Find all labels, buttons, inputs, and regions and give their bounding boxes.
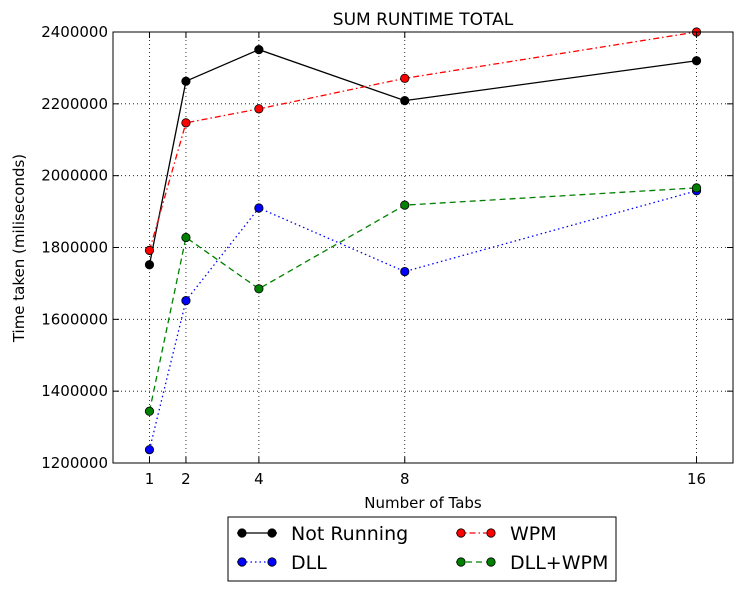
- data-point-not-running: [691, 56, 702, 66]
- data-point-wpm: [400, 73, 410, 83]
- data-point-dll: [181, 296, 191, 306]
- legend-label-dll: DLL: [291, 552, 327, 574]
- legend-marker-wpm: [456, 528, 466, 538]
- x-tick-label: 4: [254, 470, 264, 488]
- y-tick-label: 1600000: [41, 310, 108, 328]
- legend-marker-dll: [237, 557, 247, 567]
- data-point-not-running: [181, 76, 191, 86]
- y-tick-label: 2000000: [41, 167, 108, 185]
- chart-title: SUM RUNTIME TOTAL: [333, 10, 514, 30]
- data-point-dll: [144, 445, 155, 455]
- legend-marker-dll-wpm: [486, 557, 496, 567]
- legend-label-dll-wpm: DLL+WPM: [510, 552, 608, 574]
- data-point-not-running: [144, 260, 155, 270]
- x-tick-label: 16: [687, 470, 706, 488]
- y-tick-label: 2400000: [41, 23, 108, 41]
- data-point-not-running: [254, 44, 264, 55]
- series-wpm: [144, 27, 702, 255]
- series-not-running: [144, 44, 702, 270]
- legend-marker-dll: [267, 557, 277, 567]
- legend-item-not-running: Not Running: [237, 523, 408, 545]
- axis-ticks: 1 2 4 8 16 1200000 1400000 1600000 1800000 200000…: [41, 23, 733, 488]
- legend-marker-wpm: [486, 528, 496, 538]
- y-tick-label: 1200000: [41, 454, 108, 472]
- grid-lines: [113, 31, 733, 464]
- data-point-dll: [254, 203, 264, 213]
- x-tick-label: 8: [400, 470, 410, 488]
- x-axis-label: Number of Tabs: [364, 494, 482, 512]
- data-point-dll-wpm: [181, 232, 191, 243]
- legend-box: [227, 516, 617, 582]
- y-tick-label: 2200000: [41, 95, 108, 113]
- series-dll-wpm: [144, 183, 702, 416]
- y-tick-label: 1400000: [41, 382, 108, 400]
- legend-label-not-running: Not Running: [291, 523, 408, 545]
- legend-item-wpm: WPM: [456, 523, 557, 545]
- series-line-dll: [148, 190, 697, 450]
- series-line-wpm: [148, 31, 697, 251]
- data-point-wpm: [144, 245, 155, 255]
- y-tick-label: 1800000: [41, 239, 108, 257]
- legend-label-wpm: WPM: [510, 523, 557, 545]
- series-line-not-running: [148, 48, 697, 265]
- legend: Not Running WPM DLL DLL+WPM: [227, 516, 617, 582]
- series-layer: [144, 27, 702, 455]
- data-point-not-running: [400, 96, 410, 106]
- legend-item-dll-wpm: DLL+WPM: [456, 552, 608, 574]
- data-point-dll: [400, 266, 410, 277]
- data-point-dll-wpm: [400, 200, 410, 210]
- legend-marker-not-running: [267, 528, 277, 538]
- y-axis-label: Time taken (miliseconds): [10, 154, 28, 343]
- data-point-wpm: [181, 118, 191, 128]
- legend-item-dll: DLL: [237, 552, 327, 574]
- x-tick-label: 2: [181, 470, 191, 488]
- data-point-dll-wpm: [144, 406, 155, 416]
- legend-marker-dll-wpm: [456, 557, 466, 567]
- series-dll: [144, 186, 702, 455]
- x-tick-label: 1: [145, 470, 155, 488]
- data-point-dll-wpm: [254, 284, 264, 294]
- legend-marker-not-running: [237, 528, 247, 538]
- series-line-dll-wpm: [148, 187, 697, 412]
- data-point-wpm: [254, 104, 264, 114]
- data-point-dll-wpm: [691, 183, 702, 193]
